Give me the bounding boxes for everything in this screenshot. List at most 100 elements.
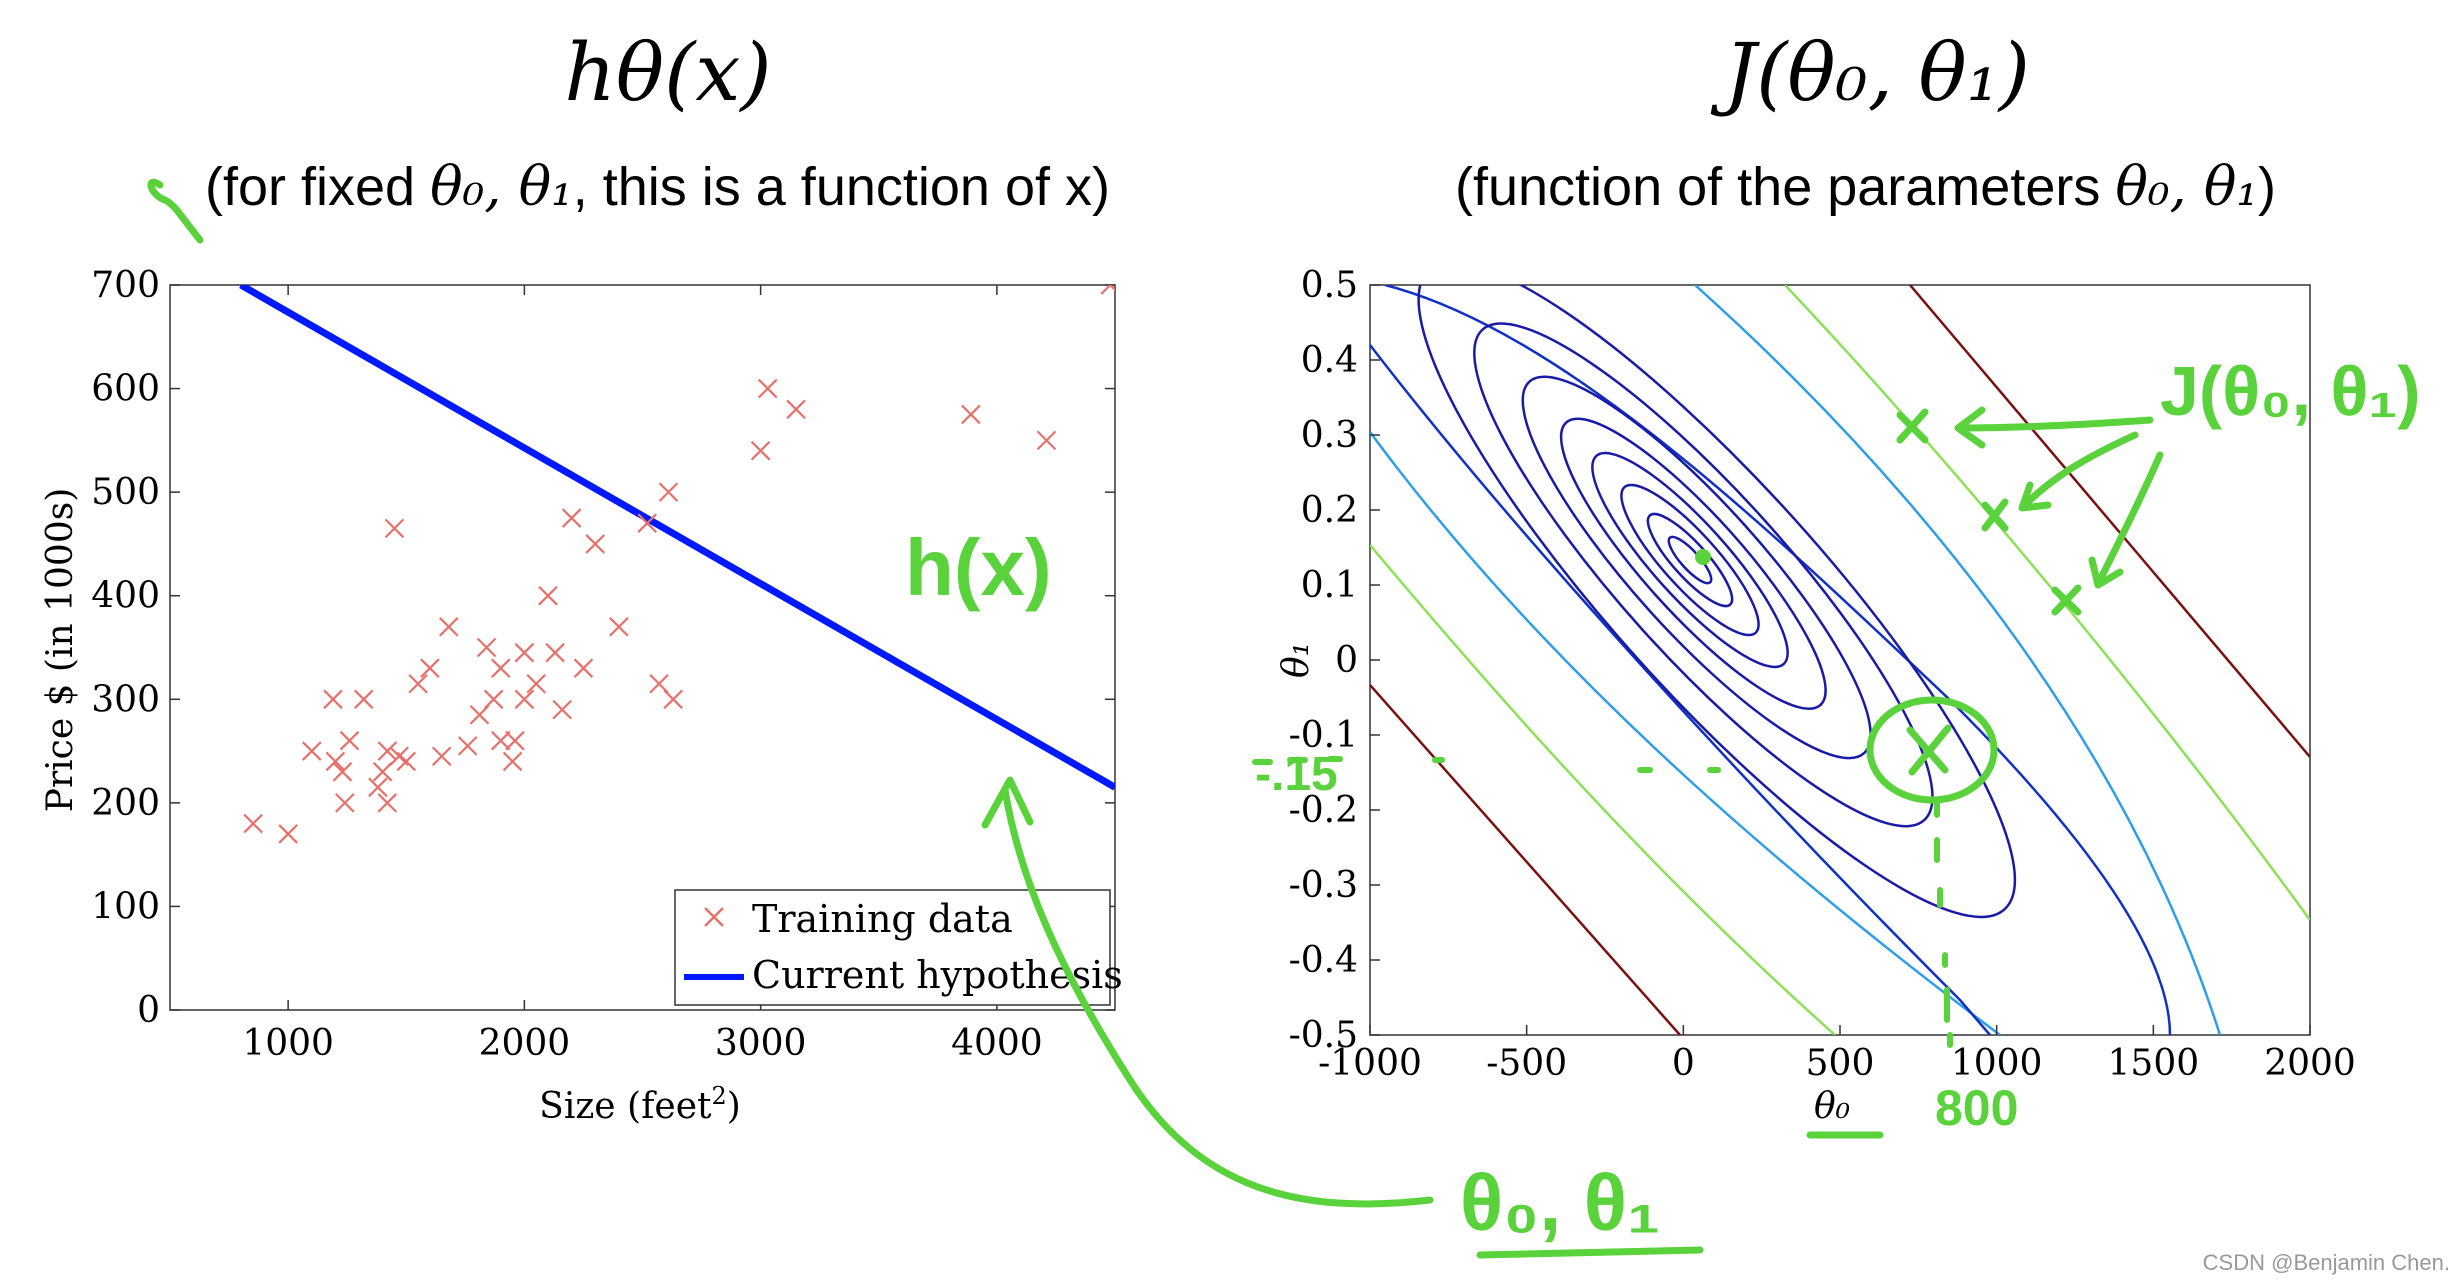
annotation-hx: h(x): [905, 523, 1052, 612]
training-point: [420, 658, 440, 678]
dotted-horizontal: [1252, 756, 1721, 773]
theta0-tick-label: -500: [1486, 1043, 1567, 1084]
contour-blue-2: [1384, 285, 2172, 1035]
right-title: J(θ₀, θ₁): [1710, 26, 2030, 119]
j-arrow-2: [2021, 431, 2139, 509]
training-point: [377, 793, 398, 813]
x-tick-label: 1000: [242, 1023, 334, 1064]
training-point: [573, 658, 594, 678]
training-point: [384, 518, 405, 539]
theta0-tick-label: 2000: [2264, 1043, 2356, 1084]
training-point: [490, 658, 511, 678]
training-point: [545, 642, 565, 663]
training-point: [658, 482, 679, 502]
y-tick-label: 600: [91, 369, 160, 410]
training-point: [490, 730, 511, 751]
left-ticks: 1000 2000 3000 4000 0 100 200 300 400 500 600 700: [91, 265, 1115, 1064]
training-point: [538, 585, 558, 606]
training-point: [335, 793, 355, 813]
theta0-axis-label: θ₀: [1814, 1086, 1850, 1127]
mark-x-1: [1896, 408, 1929, 444]
training-point: [278, 824, 298, 844]
theta1-tick-label: 0.2: [1301, 490, 1358, 531]
theta-label-underline: [1476, 1246, 1704, 1259]
y-tick-label: 500: [91, 472, 160, 513]
contour-plot: -1000 -500 0 500 1000 1500 2000 0.5 0.4 0.3 0.2 0.1…: [1276, 265, 2356, 1127]
theta1-tick-label: -0.2: [1289, 790, 1358, 831]
annotation-j-label: J(θ₀, θ₁): [2160, 352, 2421, 430]
training-point: [408, 673, 428, 694]
mark-x-3: [2051, 584, 2082, 616]
training-point: [476, 637, 497, 658]
mark-x-2: [1981, 498, 2009, 532]
training-point: [483, 689, 504, 710]
training-point: [1100, 285, 1115, 295]
y-tick-label: 400: [91, 576, 160, 617]
training-point: [961, 404, 981, 425]
training-point: [332, 762, 353, 782]
training-point: [561, 508, 582, 528]
dotted-vertical: [1934, 797, 1953, 1048]
scatter-plot: 1000 2000 3000 4000 0 100 200 300 400 500 600 700 S…: [40, 265, 1123, 1127]
training-point: [372, 762, 393, 782]
y-axis-label: Price $ (in 1000s): [40, 488, 81, 813]
circled-x: [1906, 724, 1952, 776]
training-point: [526, 673, 546, 694]
y-tick-label: 200: [91, 783, 160, 824]
training-point: [353, 689, 374, 710]
training-point: [505, 730, 525, 751]
theta1-tick-label: -0.5: [1289, 1015, 1358, 1056]
handwritten-annotations: [147, 178, 2164, 1259]
training-point: [502, 751, 523, 772]
training-point: [323, 689, 343, 710]
y-tick-label: 0: [137, 990, 160, 1031]
training-point: [325, 751, 346, 772]
arrow-curve: [1001, 786, 1434, 1208]
training-point: [438, 617, 459, 637]
annotation-x-800: 800: [1935, 1080, 2018, 1136]
training-point: [243, 813, 263, 834]
contour-lightgreen-1: [1370, 544, 1836, 1035]
right-ticks: -1000 -500 0 500 1000 1500 2000 0.5 0.4 0.3 0.2 0.1…: [1289, 265, 2356, 1084]
annotation-theta-label: θ₀, θ₁: [1460, 1158, 1660, 1247]
hypothesis-line: [239, 285, 1115, 791]
annotation-y-015: -.15: [1255, 748, 1338, 801]
training-point: [750, 440, 771, 461]
j-arrow-1-head: [1954, 406, 1986, 449]
theta1-tick-label: 0.3: [1301, 415, 1358, 456]
theta0-tick-label: 1000: [1951, 1043, 2043, 1084]
y-tick-label: 100: [91, 886, 160, 927]
theta1-tick-label: 0: [1335, 640, 1358, 681]
theta1-tick-label: 0.1: [1301, 565, 1358, 606]
y-tick-label: 700: [91, 265, 160, 306]
theta1-tick-label: -0.1: [1289, 715, 1358, 756]
training-point: [663, 689, 683, 710]
theta0-tick-label: 1500: [2108, 1043, 2200, 1084]
training-point: [301, 741, 322, 761]
theta1-axis-label: θ₁: [1276, 642, 1317, 678]
plot-frame: [169, 284, 1116, 1011]
j-arrow-3: [2096, 451, 2164, 584]
contour-blue-1: [1370, 344, 1991, 1035]
legend-label-training: Training data: [752, 897, 1013, 941]
training-point: [431, 746, 452, 767]
theta1-tick-label: -0.3: [1289, 865, 1358, 906]
x-tick-label: 4000: [951, 1023, 1043, 1064]
training-point: [585, 534, 606, 554]
arrow-head: [981, 776, 1034, 829]
x-axis-label: Size (feet2): [539, 1082, 741, 1127]
contour-darkred-1: [1370, 684, 1681, 1035]
theta1-tick-label: 0.4: [1301, 340, 1358, 381]
training-point: [786, 399, 806, 420]
pointer-squiggle: [147, 178, 204, 244]
training-points: [243, 285, 1115, 844]
right-subtitle: (function of the parameters θ₀, θ₁): [1455, 155, 2276, 218]
training-point: [368, 777, 388, 798]
contour-darkred-2: [1909, 285, 2310, 758]
training-point: [637, 513, 658, 533]
contour-lightgreen-2: [1784, 285, 2310, 921]
training-point: [396, 751, 417, 772]
theta0-tick-label: 0: [1672, 1043, 1695, 1084]
j-arrow-1: [1956, 416, 2154, 432]
